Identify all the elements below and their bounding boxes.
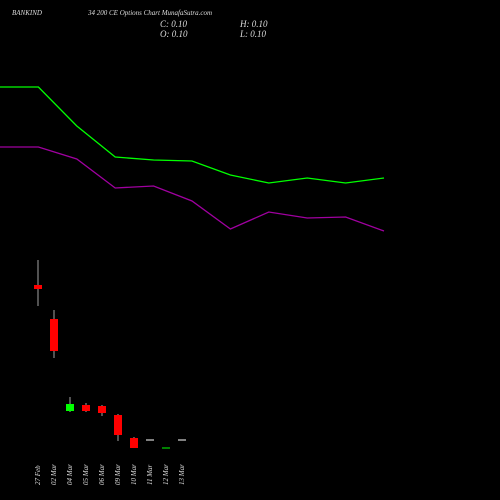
- ohlc-label: C: 0.10: [160, 19, 188, 29]
- x-tick-label: 04 Mar: [66, 464, 74, 485]
- candle-body: [114, 415, 122, 435]
- x-tick-label: 09 Mar: [114, 464, 122, 485]
- candle-body: [162, 447, 170, 449]
- x-tick-label: 27 Feb: [34, 465, 42, 485]
- chart-title: BANKIND: [12, 9, 42, 17]
- ma-line: [0, 86, 385, 184]
- candle-body: [178, 439, 186, 441]
- candle-body: [82, 405, 90, 411]
- ohlc-label: H: 0.10: [239, 19, 268, 29]
- candle-body: [98, 406, 106, 413]
- candle-body: [50, 319, 58, 351]
- ma-line: [0, 146, 385, 232]
- chart-subtitle: 34 200 CE Options Chart MunafaSutra.com: [87, 9, 212, 17]
- x-tick-label: 12 Mar: [162, 464, 170, 485]
- candle-body: [66, 404, 74, 411]
- x-tick-label: 11 Mar: [146, 464, 154, 485]
- x-tick-label: 10 Mar: [130, 464, 138, 485]
- x-tick-label: 02 Mar: [50, 464, 58, 485]
- x-tick-label: 06 Mar: [98, 464, 106, 485]
- candle-body: [130, 438, 138, 448]
- x-tick-label: 13 Mar: [178, 464, 186, 485]
- ohlc-label: L: 0.10: [239, 29, 267, 39]
- candle-body: [146, 439, 154, 441]
- candle-body: [34, 285, 42, 289]
- x-tick-label: 05 Mar: [82, 464, 90, 485]
- ohlc-label: O: 0.10: [160, 29, 188, 39]
